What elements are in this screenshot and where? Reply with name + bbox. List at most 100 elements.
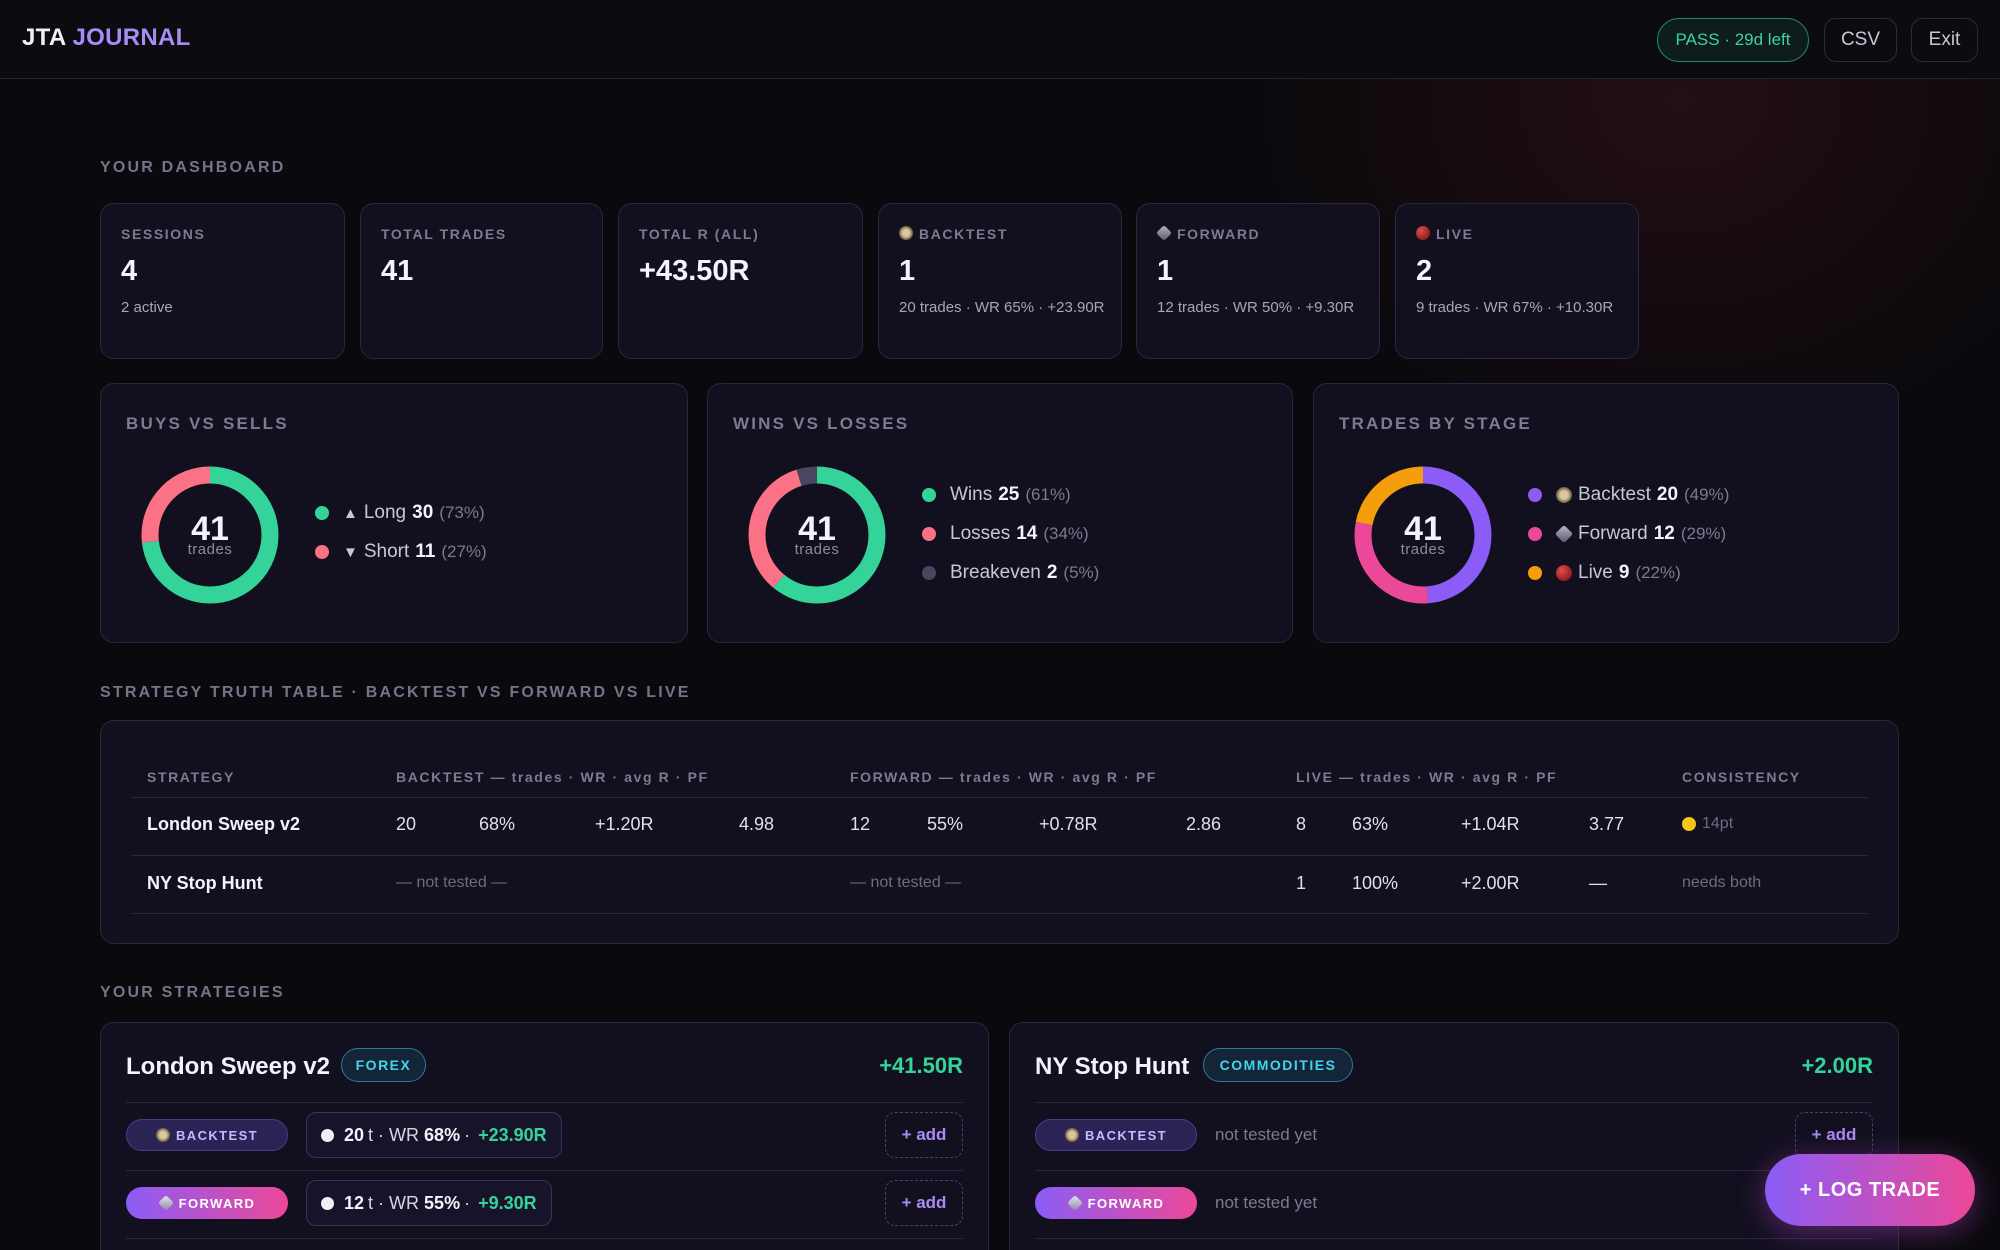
- satellite-icon: [1156, 225, 1172, 241]
- row-divider: [131, 913, 1868, 914]
- top-bar: JTA JOURNAL PASS · 29d left CSV Exit: [0, 0, 2000, 79]
- lv-avg-r: +2.00R: [1461, 873, 1520, 893]
- header-divider: [131, 797, 1868, 798]
- card-title: WINS VS LOSSES: [733, 414, 910, 433]
- legend-dot: [315, 545, 329, 559]
- strategy-card-ny-stop-hunt[interactable]: NY Stop Hunt COMMODITIES +2.00R BACKTEST…: [1009, 1022, 1899, 1250]
- donut-slice-losses: [748, 466, 886, 604]
- legend-label: Live: [1578, 562, 1613, 583]
- stage-badge-backtest: BACKTEST: [1035, 1119, 1197, 1151]
- bt-trades: 20: [396, 814, 417, 834]
- divider: [1035, 1102, 1873, 1103]
- logo-accent: JOURNAL: [72, 24, 191, 51]
- strategy-total-r: +41.50R: [879, 1053, 963, 1078]
- strategy-total-r: +2.00R: [1801, 1053, 1873, 1078]
- metric-trades: 20: [344, 1124, 365, 1145]
- fw-avg-r: +0.78R: [1039, 814, 1098, 834]
- stage-metrics-forward: 12 t · WR 55% · +9.30R: [306, 1180, 552, 1226]
- down-arrow-icon: ▼: [343, 543, 358, 561]
- legend-label: Losses: [950, 523, 1011, 544]
- logo-primary: JTA: [22, 24, 67, 51]
- trades-by-stage-card: TRADES BY STAGE 41 trades Backtest 20 (4…: [1313, 383, 1899, 643]
- stage-label: FORWARD: [1087, 1195, 1165, 1211]
- wins-losses-donut-chart: [748, 466, 886, 604]
- clock-icon: [1065, 1128, 1079, 1142]
- stat-value: 41: [381, 255, 414, 287]
- donut-center-value: 41: [1404, 510, 1442, 548]
- metric-unit: t · WR: [368, 1124, 420, 1145]
- stage-label: FORWARD: [178, 1195, 256, 1211]
- legend-value: 12: [1653, 523, 1675, 544]
- legend-label: Wins: [950, 484, 993, 505]
- stat-label-text: FORWARD: [1177, 226, 1261, 242]
- legend-dot: [922, 566, 936, 580]
- stat-label: TOTAL R (ALL): [639, 226, 760, 242]
- exit-button[interactable]: Exit: [1911, 18, 1978, 62]
- donut-slice-short: [141, 466, 279, 604]
- stage-badge-forward: FORWARD: [126, 1187, 288, 1219]
- stat-label: BACKTEST: [899, 226, 1008, 242]
- stat-value: 1: [1157, 255, 1174, 287]
- row-strategy-name: NY Stop Hunt: [147, 873, 263, 893]
- bt-avg-r: +1.20R: [595, 814, 654, 834]
- stat-card-live: LIVE 2 9 trades · WR 67% · +10.30R: [1395, 203, 1639, 359]
- col-header-forward: FORWARD — trades · WR · avg R · PF: [850, 769, 1157, 785]
- stat-value: 2: [1416, 255, 1433, 287]
- legend-item-breakeven: Breakeven 2 (5%): [922, 562, 1099, 584]
- bt-winrate: 68%: [479, 814, 516, 834]
- row-divider: [131, 855, 1868, 856]
- divider: [1035, 1170, 1873, 1171]
- app-logo[interactable]: JTA JOURNAL: [22, 24, 191, 52]
- yellow-dot-icon: [1682, 817, 1696, 831]
- red-dot-icon: [1556, 565, 1572, 581]
- legend-value: 9: [1618, 562, 1630, 583]
- metric-r: +23.90R: [478, 1124, 547, 1145]
- truth-table-section-title: STRATEGY TRUTH TABLE · BACKTEST VS FORWA…: [100, 684, 691, 701]
- log-trade-button[interactable]: + LOG TRADE: [1765, 1154, 1975, 1226]
- donut-center-label: trades: [794, 541, 840, 558]
- legend-dot: [922, 488, 936, 502]
- legend-value: 14: [1016, 523, 1038, 544]
- row-strategy-name: London Sweep v2: [147, 814, 301, 834]
- legend-value: 30: [412, 502, 434, 523]
- csv-export-button[interactable]: CSV: [1824, 18, 1897, 62]
- stat-card-forward: FORWARD 1 12 trades · WR 50% · +9.30R: [1136, 203, 1380, 359]
- pass-status-badge[interactable]: PASS · 29d left: [1657, 18, 1809, 62]
- lv-winrate: 63%: [1352, 814, 1389, 834]
- stat-sub: 12 trades · WR 50% · +9.30R: [1157, 299, 1355, 316]
- legend-label: Backtest: [1578, 484, 1651, 505]
- legend-label: Long: [363, 502, 407, 523]
- divider: [126, 1238, 963, 1239]
- consistency-value: needs both: [1682, 874, 1762, 891]
- legend-dot: [315, 506, 329, 520]
- divider: [1035, 1238, 1873, 1239]
- stat-label-text: LIVE: [1436, 226, 1474, 242]
- legend-value: 2: [1046, 562, 1058, 583]
- legend-item-long: ▲ Long 30 (73%): [315, 502, 485, 524]
- add-backtest-button[interactable]: + add: [885, 1112, 963, 1158]
- stat-card-sessions: SESSIONS 4 2 active: [100, 203, 345, 359]
- buys-sells-donut-chart: [141, 466, 279, 604]
- white-dot-icon: [321, 1196, 334, 1210]
- fw-not-tested: — not tested —: [850, 874, 962, 891]
- strategy-card-london-sweep[interactable]: London Sweep v2 FOREX +41.50R BACKTEST 2…: [100, 1022, 989, 1250]
- satellite-icon: [1066, 1195, 1083, 1211]
- fw-trades: 12: [850, 814, 871, 834]
- stat-value: +43.50R: [639, 255, 750, 287]
- market-tag: FOREX: [341, 1048, 426, 1082]
- donut-center-value: 41: [191, 510, 229, 548]
- add-backtest-button[interactable]: + add: [1795, 1112, 1873, 1158]
- buys-vs-sells-card: BUYS VS SELLS 41 trades ▲ Long 30 (73%) …: [100, 383, 688, 643]
- lv-avg-r: +1.04R: [1461, 814, 1520, 834]
- legend-item-live: Live 9 (22%): [1528, 562, 1681, 584]
- red-dot-icon: [1416, 226, 1430, 240]
- add-forward-button[interactable]: + add: [885, 1180, 963, 1226]
- donut-center-label: trades: [1400, 541, 1446, 558]
- donut-slice-breakeven: [748, 466, 886, 604]
- legend-item-forward: Forward 12 (29%): [1528, 523, 1726, 545]
- donut-center-value: 41: [798, 510, 836, 548]
- legend-value: 11: [415, 541, 436, 562]
- metric-winrate: 55%: [424, 1192, 461, 1213]
- stat-label: TOTAL TRADES: [381, 226, 507, 242]
- donut-center-label: trades: [187, 541, 233, 558]
